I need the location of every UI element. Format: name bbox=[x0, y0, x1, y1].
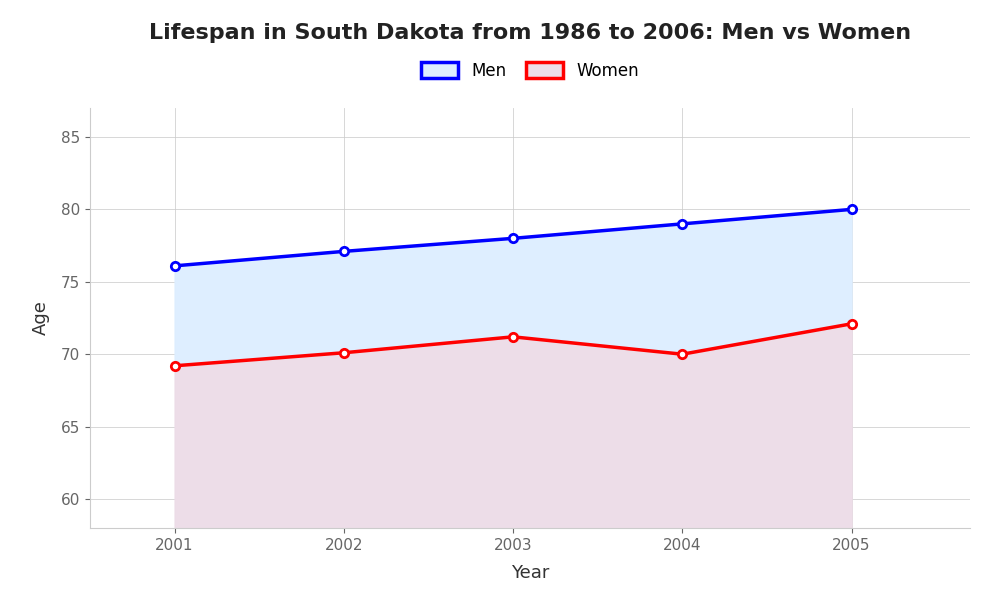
X-axis label: Year: Year bbox=[511, 564, 549, 582]
Title: Lifespan in South Dakota from 1986 to 2006: Men vs Women: Lifespan in South Dakota from 1986 to 20… bbox=[149, 23, 911, 43]
Legend: Men, Women: Men, Women bbox=[421, 62, 639, 80]
Y-axis label: Age: Age bbox=[32, 301, 50, 335]
